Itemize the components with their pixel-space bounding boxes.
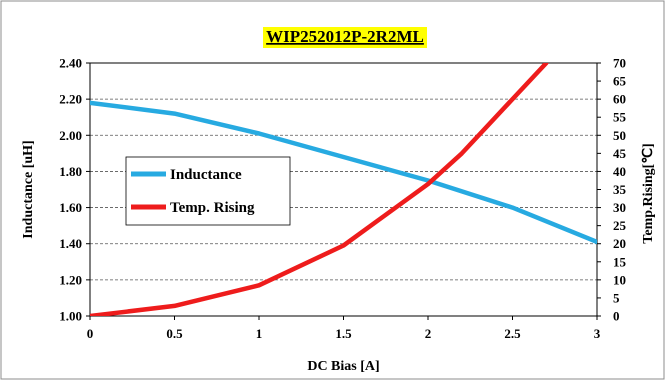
legend-box	[125, 156, 291, 226]
series-lines	[89, 62, 598, 317]
y2-tick-label: 45	[613, 146, 627, 161]
y2-tick-label: 50	[613, 128, 626, 143]
y2-tick-label: 70	[613, 56, 626, 71]
y-tick-label: 1.20	[59, 272, 82, 287]
x-tick-label: 2.5	[504, 326, 521, 341]
y2-tick-label: 20	[613, 236, 626, 251]
chart-title: WIP252012P-2R2ML	[266, 27, 424, 46]
y2-tick-label: 35	[613, 182, 627, 197]
y2-tick-label: 25	[613, 218, 627, 233]
y2-tick-label: 15	[613, 254, 627, 269]
y2-axis-title: Temp.Rising[℃]	[641, 143, 656, 243]
y2-tick-label: 5	[613, 290, 620, 305]
legend: Inductance Temp. Rising	[125, 156, 291, 226]
legend-label-inductance: Inductance	[170, 167, 242, 183]
y-tick-label: 1.60	[59, 200, 82, 215]
y2-tick-label: 40	[613, 164, 626, 179]
right-axis-ticks: 0 5 10 15 20 25 30 35 40 45 50 55 60 65 70	[597, 56, 627, 324]
y2-tick-label: 60	[613, 92, 626, 107]
x-tick-label: 0	[87, 326, 94, 341]
y-tick-label: 2.00	[59, 128, 82, 143]
x-axis-title: DC Bias [A]	[307, 359, 379, 374]
series-line-temp-rising	[90, 63, 549, 316]
y-axis-title: Inductance [uH]	[21, 140, 36, 238]
y-tick-label: 1.80	[59, 164, 82, 179]
x-tick-label: 1.5	[335, 326, 352, 341]
x-tick-label: 2	[425, 326, 432, 341]
x-axis-ticks: 0 0.5 1 1.5 2 2.5 3	[87, 316, 601, 341]
y-tick-label: 2.20	[59, 92, 82, 107]
y2-tick-label: 10	[613, 272, 626, 287]
y2-tick-label: 65	[613, 74, 627, 89]
x-tick-label: 1	[256, 326, 263, 341]
y2-tick-label: 55	[613, 110, 627, 125]
y-tick-label: 2.40	[59, 56, 82, 71]
left-axis-ticks: 1.00 1.20 1.40 1.60 1.80 2.00 2.20 2.40	[59, 56, 90, 324]
y2-tick-label: 0	[613, 309, 620, 324]
legend-label-temp-rising: Temp. Rising	[170, 200, 255, 216]
y2-tick-label: 30	[613, 200, 626, 215]
x-tick-label: 3	[594, 326, 601, 341]
y-tick-label: 1.40	[59, 236, 82, 251]
y-tick-label: 1.00	[59, 309, 82, 324]
x-tick-label: 0.5	[166, 326, 183, 341]
chart-title-background	[263, 27, 427, 48]
